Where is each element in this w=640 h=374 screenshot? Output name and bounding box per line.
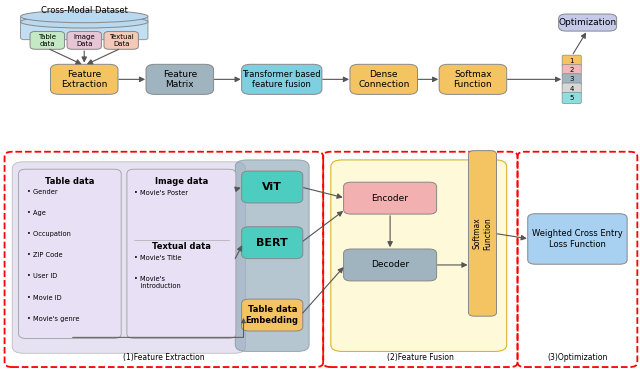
FancyBboxPatch shape xyxy=(242,227,303,259)
FancyBboxPatch shape xyxy=(562,64,581,76)
FancyBboxPatch shape xyxy=(146,64,214,94)
FancyBboxPatch shape xyxy=(67,31,101,49)
Text: Feature
Extraction: Feature Extraction xyxy=(61,70,108,89)
FancyBboxPatch shape xyxy=(344,182,436,214)
FancyBboxPatch shape xyxy=(20,16,148,40)
FancyBboxPatch shape xyxy=(127,169,236,338)
Ellipse shape xyxy=(20,10,148,23)
Text: • Movie's
   introduction: • Movie's introduction xyxy=(134,276,180,289)
Text: • Gender: • Gender xyxy=(27,189,58,195)
FancyBboxPatch shape xyxy=(19,169,121,338)
Text: ViT: ViT xyxy=(262,182,282,192)
FancyBboxPatch shape xyxy=(236,160,309,352)
Text: • User ID: • User ID xyxy=(27,273,57,279)
FancyBboxPatch shape xyxy=(344,249,436,281)
Text: Optimization: Optimization xyxy=(559,18,617,27)
FancyBboxPatch shape xyxy=(12,162,246,353)
Text: Cross-Modal Dataset: Cross-Modal Dataset xyxy=(41,6,127,15)
Text: Textual
Data: Textual Data xyxy=(109,34,134,47)
Text: Table data
Embedding: Table data Embedding xyxy=(246,306,299,325)
Text: • Movie's genre: • Movie's genre xyxy=(27,316,79,322)
Text: Table data: Table data xyxy=(45,177,95,186)
Text: Transformer based
feature fusion: Transformer based feature fusion xyxy=(243,70,321,89)
FancyBboxPatch shape xyxy=(468,151,497,316)
Text: 1: 1 xyxy=(570,58,574,64)
Text: Softmax
Function: Softmax Function xyxy=(473,217,492,250)
FancyBboxPatch shape xyxy=(528,214,627,264)
Text: Dense
Connection: Dense Connection xyxy=(358,70,410,89)
Text: • Movie's Title: • Movie's Title xyxy=(134,255,181,261)
FancyBboxPatch shape xyxy=(559,14,616,31)
Text: 3: 3 xyxy=(570,76,574,82)
Text: Decoder: Decoder xyxy=(371,260,409,269)
Text: 5: 5 xyxy=(570,95,574,101)
FancyBboxPatch shape xyxy=(439,64,507,94)
FancyBboxPatch shape xyxy=(104,31,138,49)
FancyBboxPatch shape xyxy=(242,64,322,94)
Text: (2)Feature Fusion: (2)Feature Fusion xyxy=(387,353,454,362)
Text: Feature
Matrix: Feature Matrix xyxy=(163,70,197,89)
Ellipse shape xyxy=(20,16,148,28)
FancyBboxPatch shape xyxy=(30,31,65,49)
FancyBboxPatch shape xyxy=(562,83,581,94)
Text: Textual data: Textual data xyxy=(152,242,211,251)
Text: • ZIP Code: • ZIP Code xyxy=(27,252,63,258)
Text: Table
data: Table data xyxy=(38,34,56,47)
Text: • Movie's Poster: • Movie's Poster xyxy=(134,190,188,196)
Text: 4: 4 xyxy=(570,86,574,92)
FancyBboxPatch shape xyxy=(350,64,417,94)
FancyBboxPatch shape xyxy=(562,92,581,104)
Text: Encoder: Encoder xyxy=(372,194,408,203)
FancyBboxPatch shape xyxy=(242,299,303,331)
FancyBboxPatch shape xyxy=(242,171,303,203)
FancyBboxPatch shape xyxy=(562,74,581,85)
Text: Image data: Image data xyxy=(155,177,208,186)
Text: (1)Feature Extraction: (1)Feature Extraction xyxy=(123,353,205,362)
FancyBboxPatch shape xyxy=(331,160,507,352)
FancyBboxPatch shape xyxy=(51,64,118,94)
Text: • Age: • Age xyxy=(27,210,45,216)
Text: Softmax
Function: Softmax Function xyxy=(454,70,492,89)
Text: Weighted Cross Entry
Loss Function: Weighted Cross Entry Loss Function xyxy=(532,229,623,249)
FancyBboxPatch shape xyxy=(562,55,581,67)
Text: BERT: BERT xyxy=(257,238,288,248)
Text: • Occupation: • Occupation xyxy=(27,231,71,237)
Text: Image
Data: Image Data xyxy=(74,34,95,47)
Text: • Movie ID: • Movie ID xyxy=(27,295,61,301)
Text: (3)Optimization: (3)Optimization xyxy=(547,353,607,362)
Text: 2: 2 xyxy=(570,67,574,73)
